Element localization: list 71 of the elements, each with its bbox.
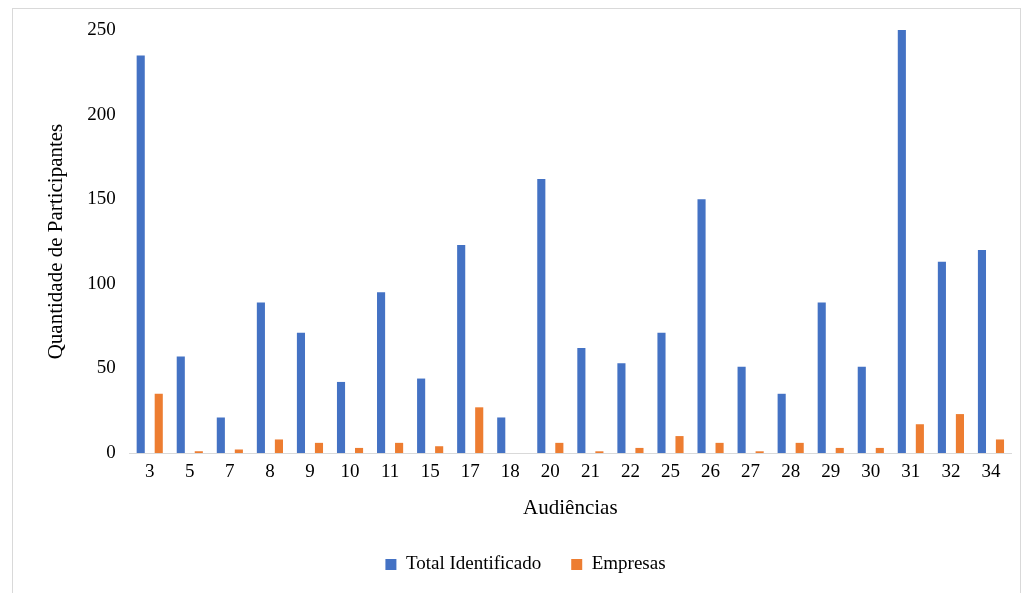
bar — [537, 178, 546, 453]
y-tick-label: 100 — [87, 271, 116, 293]
bar — [697, 199, 706, 453]
bar — [835, 447, 844, 453]
bar — [915, 424, 924, 453]
bar — [395, 442, 404, 453]
bar — [995, 439, 1005, 453]
bar — [176, 356, 185, 453]
legend-label: Total Identificado — [405, 552, 542, 574]
bar — [635, 447, 644, 453]
bar — [937, 261, 946, 453]
y-tick-label: 200 — [87, 102, 116, 124]
x-tick-label: 25 — [661, 460, 680, 482]
bar — [475, 407, 484, 453]
y-axis-title: Quantidade de Participantes — [43, 123, 68, 360]
bar — [675, 436, 684, 453]
bar — [777, 393, 786, 453]
x-tick-label: 29 — [821, 460, 841, 482]
x-tick-label: 32 — [941, 460, 961, 482]
x-tick-label: 9 — [305, 460, 315, 482]
x-tick-label: 15 — [420, 460, 440, 482]
x-tick-label: 26 — [701, 460, 721, 482]
bar — [354, 447, 364, 453]
bar — [296, 332, 306, 453]
bar — [795, 442, 804, 453]
x-tick-label: 10 — [340, 460, 360, 482]
bar — [497, 417, 506, 453]
x-tick-label: 30 — [861, 460, 881, 482]
bar — [715, 442, 724, 453]
y-tick-label: 50 — [96, 356, 116, 378]
y-tick-label: 0 — [106, 440, 116, 462]
bar — [377, 292, 386, 453]
x-tick-label: 18 — [500, 460, 520, 482]
x-axis-title: Audiências — [523, 494, 618, 519]
bar — [457, 244, 466, 453]
bar — [274, 439, 283, 453]
bar — [154, 393, 163, 453]
bar — [216, 417, 225, 453]
y-tick-label: 250 — [87, 17, 116, 39]
x-tick-label: 3 — [144, 460, 155, 482]
x-tick-label: 34 — [981, 460, 1001, 482]
bar — [875, 447, 884, 453]
x-tick-label: 20 — [540, 460, 560, 482]
bar — [737, 366, 746, 453]
bar — [336, 381, 346, 453]
x-tick-label: 17 — [460, 460, 480, 482]
x-tick-label: 31 — [901, 460, 921, 482]
bar — [417, 378, 426, 453]
bar — [897, 30, 906, 453]
x-tick-label: 8 — [265, 460, 275, 482]
x-tick-label: 27 — [741, 460, 761, 482]
bar — [577, 348, 586, 453]
x-tick-label: 21 — [580, 460, 600, 482]
bar — [555, 442, 564, 453]
bar — [136, 55, 145, 453]
bar — [857, 366, 866, 453]
bar — [657, 332, 666, 453]
x-tick-label: 11 — [380, 460, 400, 482]
x-tick-label: 7 — [225, 460, 235, 482]
x-tick-label: 22 — [620, 460, 640, 482]
x-tick-label: 5 — [185, 460, 195, 482]
legend-label: Empresas — [591, 552, 666, 574]
bar — [817, 302, 826, 453]
bar — [955, 414, 964, 453]
bar — [435, 446, 444, 453]
bar — [617, 363, 626, 453]
bar — [256, 302, 265, 453]
bar — [977, 249, 987, 453]
y-tick-label: 150 — [87, 187, 116, 209]
bar — [314, 442, 324, 453]
x-tick-label: 28 — [781, 460, 801, 482]
